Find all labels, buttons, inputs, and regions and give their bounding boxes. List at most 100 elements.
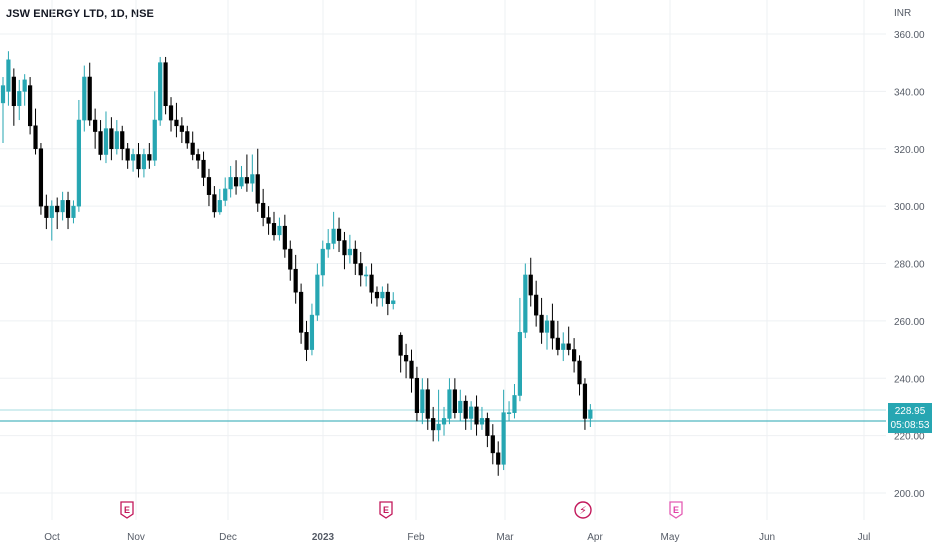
candle-body bbox=[141, 154, 147, 170]
candle-body bbox=[534, 294, 539, 316]
candle-body bbox=[555, 337, 560, 350]
candle-body bbox=[304, 332, 309, 350]
candle-body bbox=[179, 125, 184, 132]
candle-body bbox=[431, 418, 436, 431]
candle-body bbox=[544, 320, 550, 333]
candle-body bbox=[326, 243, 331, 250]
candle-body bbox=[479, 418, 485, 425]
bar-countdown: 05:08:53 bbox=[891, 420, 930, 431]
candle-body bbox=[414, 377, 420, 413]
candle-body bbox=[93, 119, 98, 132]
currency-label: INR bbox=[894, 8, 911, 19]
candle-body bbox=[582, 383, 588, 419]
candle-body bbox=[120, 131, 125, 150]
candle-body bbox=[87, 76, 92, 121]
candle-body bbox=[271, 223, 277, 236]
candle-body bbox=[353, 248, 358, 264]
time-tick-label: Nov bbox=[127, 532, 145, 543]
candle-body bbox=[109, 128, 114, 150]
time-axis[interactable]: Oct Nov Dec 2023 Feb Mar Apr May Jun Jul bbox=[44, 532, 870, 543]
events-row: E E ⚡ E bbox=[120, 501, 683, 519]
time-tick-label: Jun bbox=[759, 532, 775, 543]
candle-body bbox=[282, 225, 287, 250]
svg-text:E: E bbox=[383, 505, 389, 515]
candle-body bbox=[369, 274, 374, 293]
candle-body bbox=[441, 418, 447, 425]
candle-body bbox=[398, 334, 403, 356]
candle-body bbox=[217, 200, 222, 213]
candle-body bbox=[320, 248, 325, 276]
candle-body bbox=[298, 291, 304, 333]
candle-body bbox=[55, 205, 60, 213]
candle-body bbox=[420, 389, 425, 413]
candle-body bbox=[125, 148, 130, 161]
candle-body bbox=[425, 389, 430, 419]
candle-body bbox=[403, 354, 409, 362]
candle-body bbox=[250, 174, 255, 184]
candle-body bbox=[136, 154, 141, 170]
candle-body bbox=[82, 76, 87, 121]
candle-body bbox=[523, 274, 528, 333]
price-tick-label: 360.00 bbox=[894, 30, 925, 41]
candle-body bbox=[490, 435, 495, 454]
candle-body bbox=[539, 314, 544, 333]
candle-body bbox=[277, 225, 282, 236]
candle-body bbox=[364, 274, 369, 277]
candle-body bbox=[447, 389, 452, 419]
candle-body bbox=[506, 412, 512, 414]
time-tick-label: Mar bbox=[496, 532, 514, 543]
time-tick-label: Jul bbox=[858, 532, 871, 543]
svg-text:E: E bbox=[673, 505, 679, 515]
candle-body bbox=[103, 128, 109, 155]
candle-body bbox=[577, 360, 582, 385]
candle-body bbox=[347, 248, 352, 256]
candle-body bbox=[223, 188, 228, 201]
candle-body bbox=[336, 228, 342, 241]
candle-body bbox=[309, 314, 315, 350]
candle-body bbox=[239, 177, 244, 187]
candle-body bbox=[158, 62, 163, 121]
candle-body bbox=[463, 400, 468, 419]
candle-body bbox=[163, 62, 168, 107]
candle-body bbox=[212, 194, 217, 213]
earnings-icon[interactable]: E bbox=[669, 501, 683, 519]
price-tick-label: 320.00 bbox=[894, 145, 925, 156]
price-tick-label: 260.00 bbox=[894, 317, 925, 328]
candle-body bbox=[201, 159, 206, 178]
candle-body bbox=[496, 452, 501, 465]
price-tick-label: 220.00 bbox=[894, 432, 925, 443]
candle-body bbox=[452, 389, 457, 413]
candle-body bbox=[6, 59, 11, 92]
candle-body bbox=[65, 200, 71, 218]
time-tick-label: Oct bbox=[44, 532, 60, 543]
lightning-icon[interactable]: ⚡ bbox=[574, 501, 592, 519]
price-tick-label: 340.00 bbox=[894, 87, 925, 98]
last-price-value: 228.95 bbox=[895, 406, 926, 417]
price-tick-label: 200.00 bbox=[894, 489, 925, 500]
candle-body bbox=[458, 400, 463, 413]
candle-body bbox=[474, 406, 479, 425]
chart-title: JSW ENERGY LTD, 1D, NSE bbox=[6, 8, 154, 20]
earnings-icon[interactable]: E bbox=[379, 501, 393, 519]
candle-body bbox=[588, 409, 593, 419]
candle-body bbox=[22, 79, 27, 92]
candle-body bbox=[561, 343, 566, 350]
candle-body bbox=[528, 274, 533, 296]
candle-body bbox=[501, 412, 506, 465]
candle-body bbox=[152, 119, 157, 161]
last-price-badge bbox=[888, 403, 932, 433]
candle-body bbox=[98, 131, 103, 155]
candle-body bbox=[17, 91, 22, 107]
candle-body bbox=[233, 177, 239, 187]
candle-body bbox=[469, 406, 474, 419]
candle-body bbox=[255, 174, 260, 204]
candle-body bbox=[206, 177, 212, 195]
candle-body bbox=[409, 360, 414, 379]
candle-body bbox=[174, 119, 179, 127]
candle-body bbox=[380, 291, 385, 299]
candle-body bbox=[385, 291, 390, 304]
price-axis[interactable]: 360.00 340.00 320.00 300.00 280.00 260.00 240.… bbox=[894, 8, 925, 500]
earnings-icon[interactable]: E bbox=[120, 501, 134, 519]
candle-body bbox=[38, 148, 44, 207]
